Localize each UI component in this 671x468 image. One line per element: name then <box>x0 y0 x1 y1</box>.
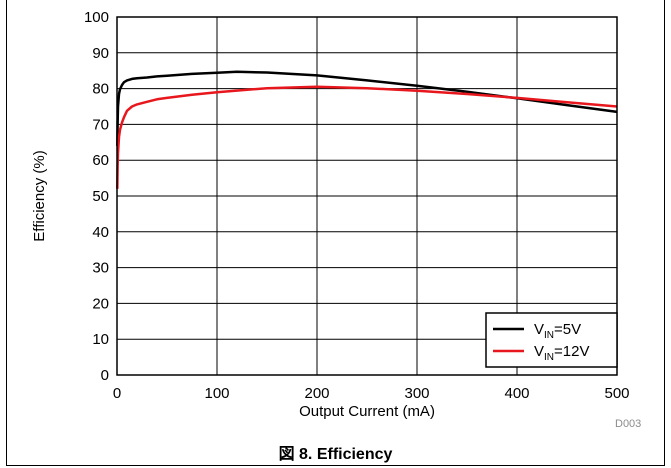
series-line-vin-5v <box>116 70 618 146</box>
y-tick-label: 40 <box>92 224 109 241</box>
series-lines <box>116 70 618 189</box>
x-axis-title: Output Current (mA) <box>299 403 435 420</box>
y-tick-label: 20 <box>92 295 109 312</box>
x-tick-label: 400 <box>504 385 529 402</box>
y-tick-label: 30 <box>92 260 109 277</box>
legend-label: VIN=5V <box>534 321 581 341</box>
x-tick-label: 500 <box>604 385 629 402</box>
x-tick-label: 200 <box>304 385 329 402</box>
y-axis-title: Efficiency (%) <box>31 150 48 241</box>
series-line-vin-12v <box>116 85 618 189</box>
plot-area-border <box>116 16 618 376</box>
tick-labels: 0 10 20 30 40 50 60 70 80 90 100 0 100 200 300 400 500 <box>84 9 630 402</box>
y-tick-label: 80 <box>92 81 109 98</box>
x-tick-label: 0 <box>113 385 121 402</box>
y-tick-label: 50 <box>92 188 109 205</box>
figure-caption: 図 8. Efficiency <box>278 446 393 463</box>
y-tick-label: 10 <box>92 331 109 348</box>
y-tick-label: 70 <box>92 116 109 133</box>
figure-id-label: D003 <box>615 418 642 430</box>
x-tick-label: 100 <box>204 385 229 402</box>
y-tick-label: 60 <box>92 152 109 169</box>
y-tick-label: 90 <box>92 45 109 62</box>
y-tick-label: 0 <box>101 367 109 384</box>
x-tick-label: 300 <box>404 385 429 402</box>
legend-box <box>485 312 618 368</box>
y-tick-label: 100 <box>84 9 109 26</box>
legend-label: VIN=12V <box>534 343 589 363</box>
